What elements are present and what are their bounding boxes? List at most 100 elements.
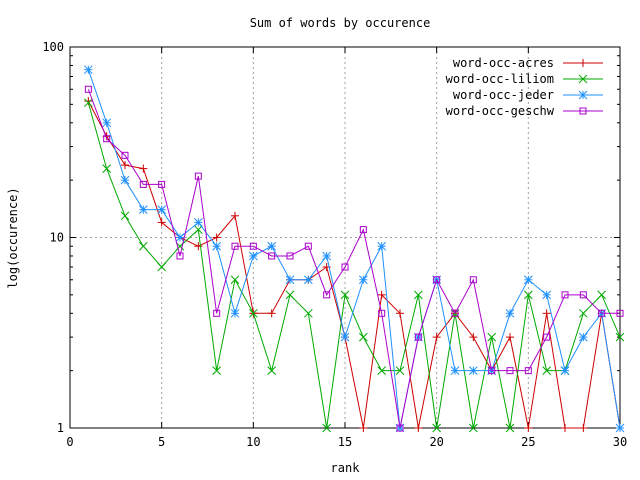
data-point — [102, 118, 112, 128]
x-tick-label: 15 — [338, 435, 352, 449]
data-point — [414, 424, 423, 432]
data-point — [578, 332, 588, 342]
data-point — [597, 290, 607, 300]
y-tick-label: 10 — [50, 231, 64, 245]
data-point — [157, 262, 167, 272]
data-point — [561, 291, 569, 299]
data-point — [578, 90, 588, 100]
data-point — [213, 309, 221, 317]
data-point — [469, 276, 477, 284]
data-point — [450, 366, 460, 376]
data-point — [396, 424, 404, 432]
data-point — [157, 205, 167, 215]
legend-item: word-occ-jeder — [453, 88, 603, 102]
x-tick-label: 25 — [521, 435, 535, 449]
data-point — [212, 233, 221, 242]
series-line — [87, 102, 621, 429]
data-point — [579, 424, 588, 432]
x-axis: 0 5 10 15 20 25 30 — [66, 47, 627, 449]
data-point — [158, 180, 166, 188]
data-point — [543, 333, 551, 341]
data-point — [285, 290, 295, 300]
data-point — [267, 366, 277, 376]
data-point — [139, 180, 147, 188]
data-point — [323, 291, 331, 299]
data-point — [432, 423, 442, 433]
data-point — [433, 276, 441, 284]
data-point — [487, 332, 497, 342]
data-point — [378, 309, 386, 317]
data-point — [267, 241, 277, 251]
data-point — [506, 333, 514, 342]
legend-item: word-occ-geschw — [446, 104, 603, 118]
data-point — [303, 308, 313, 318]
x-tick-label: 10 — [246, 435, 260, 449]
data-point — [231, 242, 239, 250]
data-point — [560, 366, 570, 376]
data-point — [524, 424, 533, 432]
data-point — [231, 211, 239, 220]
data-point — [249, 242, 257, 250]
series-word-occ-geschw — [84, 85, 624, 432]
y-axis: 1 10 100 — [42, 40, 620, 435]
data-point — [248, 251, 258, 261]
data-point — [432, 333, 441, 342]
data-point — [615, 423, 625, 433]
data-point — [286, 252, 294, 260]
data-point — [230, 275, 240, 285]
data-point — [579, 291, 587, 299]
data-point — [268, 252, 276, 260]
data-point — [212, 241, 222, 251]
data-point — [377, 241, 387, 251]
x-tick-label: 30 — [613, 435, 627, 449]
data-point — [505, 308, 515, 318]
data-point — [506, 367, 514, 375]
data-point — [138, 241, 148, 251]
data-point — [340, 332, 350, 342]
data-point — [121, 161, 129, 170]
x-axis-label: rank — [331, 461, 361, 475]
series-lines — [83, 65, 625, 433]
series-line — [87, 100, 621, 429]
data-point — [523, 290, 533, 300]
data-point — [359, 226, 367, 234]
data-point — [103, 135, 111, 143]
data-point — [175, 233, 185, 242]
data-point — [414, 333, 422, 341]
data-point — [322, 251, 332, 261]
data-point — [304, 242, 312, 250]
data-point — [102, 164, 112, 173]
data-point — [377, 290, 386, 299]
data-point — [505, 423, 515, 433]
data-point — [468, 366, 478, 376]
data-point — [615, 332, 625, 342]
data-point — [468, 423, 478, 433]
data-point — [578, 74, 588, 84]
data-point — [542, 290, 552, 300]
legend-label: word-occ-jeder — [453, 88, 554, 102]
data-point — [413, 290, 423, 300]
data-point — [322, 423, 332, 433]
data-point — [488, 367, 496, 375]
data-point — [285, 275, 295, 285]
data-point — [579, 59, 587, 67]
data-point — [396, 309, 404, 318]
data-point — [176, 252, 184, 260]
y-axis-label: log(occurence) — [6, 187, 20, 288]
data-point — [138, 205, 148, 215]
data-point — [84, 85, 92, 93]
data-point — [542, 309, 551, 318]
data-point — [120, 175, 130, 185]
legend-label: word-occ-liliom — [446, 72, 554, 86]
data-point — [359, 424, 368, 432]
data-point — [248, 308, 258, 318]
data-point — [616, 309, 624, 317]
data-point — [451, 309, 459, 317]
data-point — [358, 275, 368, 285]
y-tick-label: 1 — [57, 421, 64, 435]
legend-item: word-occ-acres — [453, 56, 603, 70]
y-tick-label: 100 — [42, 40, 64, 54]
data-point — [598, 309, 606, 317]
legend: word-occ-acres word-occ-liliom word-occ-je… — [446, 56, 603, 118]
